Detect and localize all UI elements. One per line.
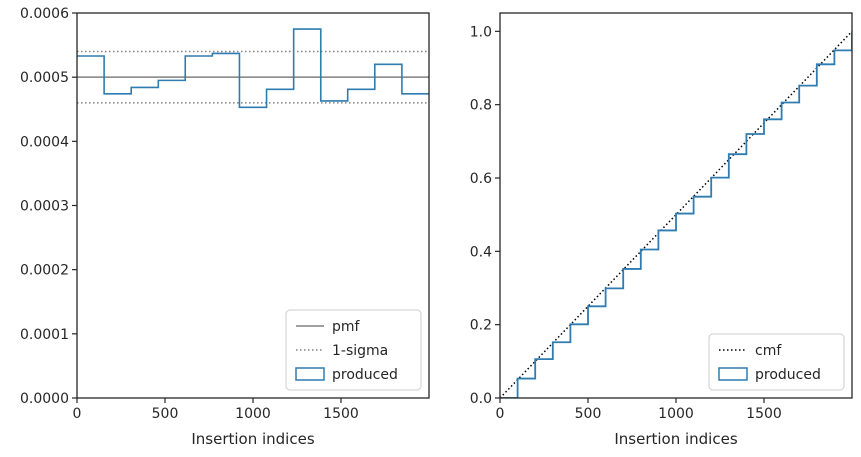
y-tick-label: 0.8 [470, 98, 492, 114]
x-tick-label: 0 [73, 406, 82, 422]
x-tick-label: 1500 [323, 406, 359, 422]
x-axis-label: Insertion indices [614, 430, 737, 448]
legend-box [285, 309, 422, 391]
y-tick-label: 0.0 [470, 391, 492, 407]
legend-label: produced [755, 367, 821, 383]
legend-label: 1-sigma [332, 343, 388, 359]
x-tick-label: 500 [152, 406, 179, 422]
legend-label: cmf [755, 343, 782, 359]
y-tick-label: 0.6 [470, 171, 492, 187]
x-tick-label: 500 [575, 406, 602, 422]
legend: pmf 1-sigma produced [285, 309, 422, 391]
cmf-line [500, 30, 852, 398]
x-axis-label: Insertion indices [191, 430, 314, 448]
plot-area [77, 28, 429, 109]
legend: cmf produced [708, 333, 845, 391]
produced-cumulative-step [500, 31, 852, 398]
y-tick-label: 0.2 [470, 318, 492, 334]
pmf-panel: 0.0000 0.0001 0.0002 0.0003 0.0004 0.0005 0.00… [20, 6, 430, 448]
legend-swatch [718, 367, 748, 381]
produced-histogram-step [77, 28, 429, 109]
legend-swatch [295, 367, 325, 381]
y-tick-label: 1.0 [470, 24, 492, 40]
x-tick-label: 1000 [235, 406, 271, 422]
axes-frame [76, 12, 430, 399]
y-tick-label: 0.0003 [20, 199, 69, 215]
x-tick-label: 1000 [658, 406, 694, 422]
axes-frame [499, 12, 853, 399]
x-tick-label: 0 [496, 406, 505, 422]
y-tick-label: 0.0001 [20, 327, 69, 343]
x-tick-label: 1500 [746, 406, 782, 422]
y-tick-label: 0.0000 [20, 391, 69, 407]
plot-area [500, 30, 852, 398]
cmf-panel: 0.0 0.2 0.4 0.6 0.8 1.0 0 500 1000 1500 Insertion … [470, 12, 853, 448]
y-tick-label: 0.0006 [20, 6, 69, 22]
y-tick-label: 0.0004 [20, 134, 69, 150]
y-tick-label: 0.4 [470, 244, 492, 260]
y-tick-label: 0.0002 [20, 263, 69, 279]
legend-box [708, 333, 845, 391]
legend-label: produced [332, 367, 398, 383]
y-tick-label: 0.0005 [20, 70, 69, 86]
legend-label: pmf [332, 319, 361, 335]
